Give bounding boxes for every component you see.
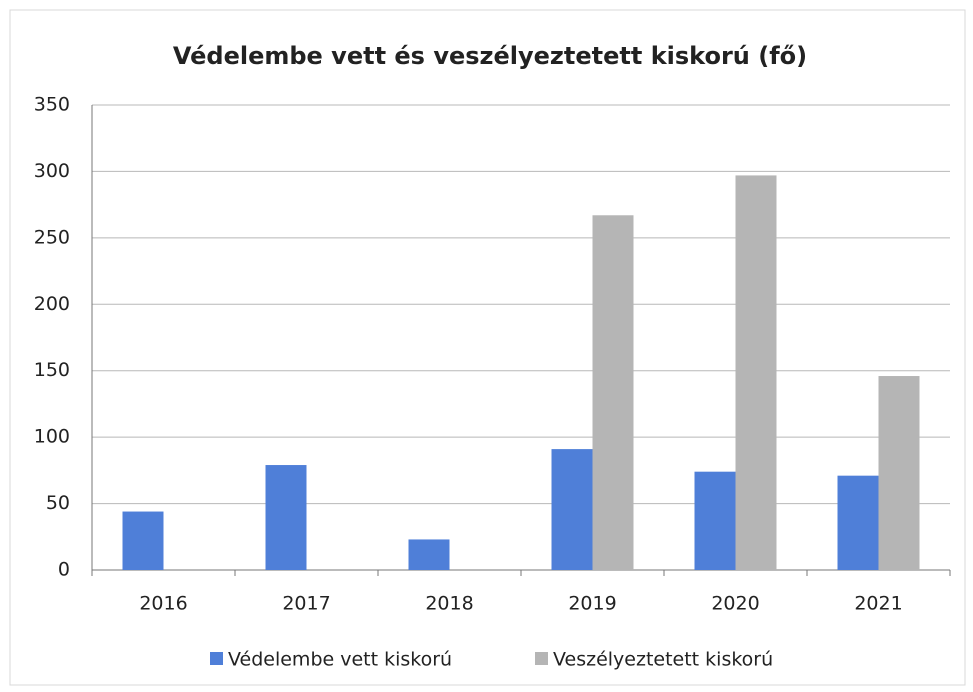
x-tick-label: 2021 (854, 593, 902, 615)
legend-swatch (210, 652, 223, 665)
chart-frame (9, 9, 966, 686)
y-tick-label: 100 (34, 426, 70, 448)
y-tick-label: 200 (34, 293, 70, 315)
x-tick-label: 2020 (711, 593, 759, 615)
bar (408, 539, 450, 570)
y-tick-label: 0 (58, 559, 70, 581)
y-tick-label: 350 (34, 94, 70, 116)
x-tick-label: 2017 (282, 593, 330, 615)
y-tick-label: 300 (34, 160, 70, 182)
bar (592, 215, 634, 570)
bar (122, 511, 164, 570)
y-tick-label: 250 (34, 226, 70, 248)
chart-title: Védelembe vett és veszélyeztetett kiskor… (173, 42, 807, 70)
bar (735, 175, 777, 570)
bar (265, 465, 307, 570)
legend-label: Veszélyeztetett kiskorú (553, 649, 773, 671)
bar (837, 475, 879, 570)
x-tick-label: 2019 (568, 593, 616, 615)
bar (694, 471, 736, 570)
bar (878, 376, 920, 570)
x-tick-label: 2016 (139, 593, 187, 615)
bar (551, 449, 593, 570)
legend-swatch (535, 652, 548, 665)
y-tick-label: 150 (34, 359, 70, 381)
x-tick-label: 2018 (425, 593, 473, 615)
y-tick-label: 50 (46, 492, 70, 514)
legend-label: Védelembe vett kiskorú (228, 649, 452, 671)
